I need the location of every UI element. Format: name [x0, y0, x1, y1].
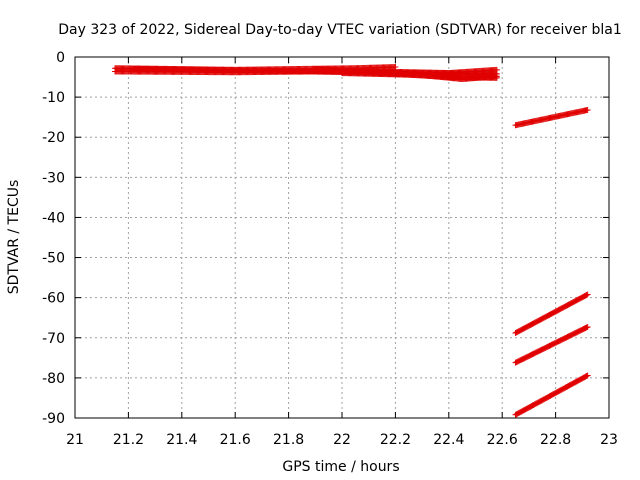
- y-tick-label: -90: [42, 411, 65, 427]
- x-tick-label: 21.8: [273, 432, 304, 448]
- data-point: [584, 291, 591, 298]
- data-point: [493, 73, 500, 80]
- y-tick-label: 0: [56, 50, 65, 66]
- series-seg-d: [512, 323, 591, 366]
- y-tick-label: -50: [42, 251, 65, 267]
- x-tick-label: 23: [600, 432, 618, 448]
- x-tick-label: 22.2: [380, 432, 411, 448]
- y-tick-label: -60: [42, 291, 65, 307]
- data-point: [584, 323, 591, 330]
- axis-ticks: [74, 56, 610, 419]
- x-tick-label: 21.4: [166, 432, 197, 448]
- data-marks: [112, 64, 591, 418]
- data-point: [583, 292, 590, 299]
- grid-lines: [75, 57, 609, 418]
- x-tick-label: 21.2: [113, 432, 144, 448]
- y-tick-label: -80: [42, 371, 65, 387]
- data-point: [584, 372, 591, 379]
- x-axis-label: GPS time / hours: [282, 459, 399, 475]
- data-point: [584, 106, 591, 113]
- series-seg-c: [512, 291, 591, 336]
- chart-title: Day 323 of 2022, Sidereal Day-to-day VTE…: [58, 22, 621, 38]
- x-tick-label: 22.8: [540, 432, 571, 448]
- series-seg-e: [512, 372, 591, 418]
- data-point: [583, 373, 590, 380]
- series-seg-b: [512, 106, 591, 129]
- x-tick-label: 21: [66, 432, 84, 448]
- x-tick-label: 22.6: [487, 432, 518, 448]
- y-tick-label: -10: [42, 90, 65, 106]
- data-point: [583, 324, 590, 331]
- y-tick-label: -20: [42, 130, 65, 146]
- y-tick-labels: 0 -10 -20 -30 -40 -50 -60 -70 -80 -90: [42, 50, 65, 427]
- y-tick-label: -30: [42, 170, 65, 186]
- x-tick-label: 21.6: [220, 432, 251, 448]
- y-tick-label: -70: [42, 331, 65, 347]
- x-tick-labels: 21 21.2 21.4 21.6 21.8 22 22.2 22.4 22.6 22.8 23: [66, 432, 618, 448]
- y-tick-label: -40: [42, 210, 65, 226]
- series-seg-a5: [339, 70, 500, 83]
- x-tick-label: 22.4: [433, 432, 464, 448]
- y-axis-label: SDTVAR / TECUs: [6, 180, 22, 295]
- x-tick-label: 22: [333, 432, 351, 448]
